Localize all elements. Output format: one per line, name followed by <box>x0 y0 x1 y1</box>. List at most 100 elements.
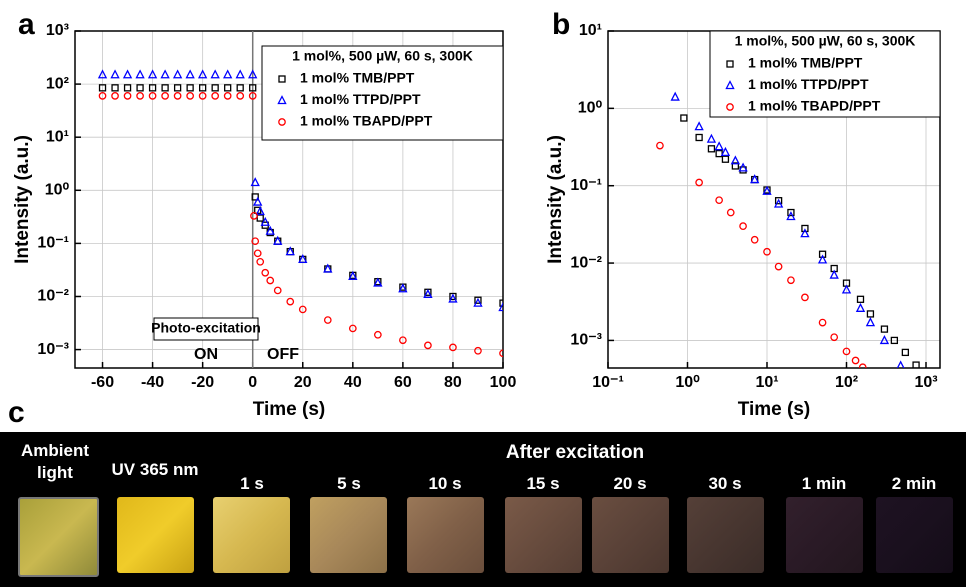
data-point <box>122 69 133 79</box>
data-point <box>323 316 332 324</box>
data-point <box>211 84 219 92</box>
data-point <box>473 297 483 307</box>
data-point <box>750 235 759 244</box>
sample-photo <box>687 497 764 573</box>
data-point <box>224 84 232 92</box>
data-point <box>373 277 383 287</box>
data-point <box>787 208 795 217</box>
data-point <box>256 214 264 222</box>
caption: 10 s <box>428 474 462 493</box>
data-point <box>261 268 270 277</box>
data-point <box>223 92 232 100</box>
photo-panel: Ambient light UV 365 nm After excitation… <box>0 432 966 587</box>
x-tick-label: 60 <box>394 374 412 391</box>
caption: 2 min <box>891 474 937 493</box>
data-point <box>818 318 827 327</box>
x-tick-label: 40 <box>344 374 362 391</box>
data-point <box>148 84 157 92</box>
x-tick-label: 80 <box>444 374 462 391</box>
data-point <box>298 253 308 264</box>
data-point <box>253 196 263 206</box>
data-point <box>774 262 783 271</box>
legend-title: 1 mol%, 500 µW, 60 s, 300K <box>735 33 916 49</box>
data-point <box>111 84 119 92</box>
y-axis-label: Intensity (a.u.) <box>12 135 33 264</box>
data-point <box>136 92 144 100</box>
data-point <box>111 92 119 100</box>
plot-frame <box>74 30 504 369</box>
data-point <box>173 92 182 100</box>
annotation-box <box>153 317 259 341</box>
data-point <box>423 288 433 298</box>
data-point <box>285 246 295 256</box>
data-point <box>148 92 157 100</box>
data-point <box>323 263 333 273</box>
data-point <box>348 324 357 333</box>
legend-marker <box>725 80 735 90</box>
sample-photo <box>213 497 290 573</box>
legend-title: 1 mol%, 500 µW, 60 s, 300K <box>292 48 473 64</box>
sample-photo <box>117 497 194 573</box>
data-point <box>851 356 860 365</box>
y-tick-label: 10⁻¹ <box>37 235 69 252</box>
legend-label: 1 mol% TBAPD/PPT <box>748 98 881 114</box>
y-tick-label: 10⁰ <box>45 182 70 199</box>
data-point <box>253 249 262 258</box>
annotation: OFF <box>267 346 299 363</box>
caption-header: After excitation <box>505 442 645 463</box>
data-point <box>398 283 408 293</box>
x-tick-label: 10² <box>835 374 858 391</box>
data-point <box>251 193 259 201</box>
data-point <box>474 346 482 355</box>
data-point <box>726 208 735 217</box>
data-point <box>123 84 132 92</box>
data-point <box>912 361 920 368</box>
data-point <box>286 297 295 306</box>
data-point <box>730 155 741 165</box>
y-tick-label: 10⁻¹ <box>570 177 602 194</box>
caption: 20 s <box>613 474 647 493</box>
data-point <box>896 360 905 368</box>
data-point <box>223 69 233 79</box>
data-point <box>248 69 258 79</box>
y-tick-label: 10¹ <box>46 128 69 145</box>
data-point <box>266 276 275 285</box>
x-tick-label: -60 <box>91 374 114 391</box>
data-point <box>236 92 245 100</box>
data-point <box>424 341 432 350</box>
legend-label: 1 mol% TMB/PPT <box>748 55 863 71</box>
data-point <box>750 174 760 184</box>
plot-area <box>656 91 920 368</box>
annotation: Photo-excitation <box>151 320 261 336</box>
x-axis-label: Time (s) <box>738 399 811 420</box>
data-point <box>211 92 220 100</box>
legend-box <box>709 30 941 118</box>
data-point <box>841 284 852 294</box>
data-point <box>855 302 866 312</box>
data-point <box>474 296 482 304</box>
data-point <box>695 133 703 142</box>
annotation: ON <box>194 346 218 363</box>
data-point <box>762 185 772 195</box>
y-axis-label: Intensity (a.u.) <box>545 135 566 264</box>
data-point <box>273 286 282 295</box>
data-point <box>256 257 265 266</box>
data-point <box>135 69 145 79</box>
sample-photo <box>592 497 669 573</box>
x-tick-label: 20 <box>294 374 312 391</box>
legend-label: 1 mol% TBAPD/PPT <box>300 113 433 129</box>
data-point <box>97 69 108 79</box>
legend-marker <box>726 60 734 68</box>
data-point <box>866 310 875 318</box>
data-point <box>449 292 457 301</box>
legend-marker <box>726 103 734 111</box>
data-point <box>198 92 207 100</box>
y-tick-label: 10⁻³ <box>37 341 69 358</box>
data-point <box>161 84 169 92</box>
data-point <box>399 336 407 345</box>
data-point <box>721 155 730 163</box>
y-tick-label: 10⁻³ <box>570 332 602 349</box>
y-tick-label: 10¹ <box>579 22 602 39</box>
data-point <box>842 347 851 356</box>
